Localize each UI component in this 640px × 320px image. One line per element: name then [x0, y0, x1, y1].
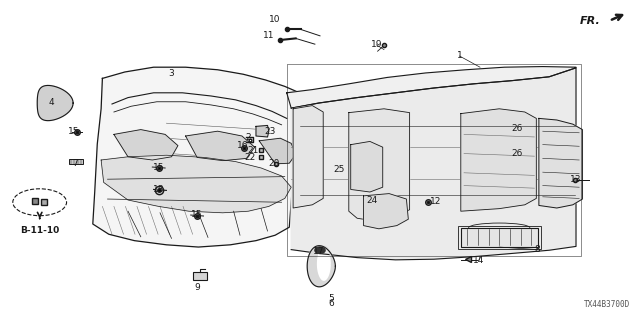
Text: 17: 17 [313, 247, 324, 256]
Text: TX44B3700D: TX44B3700D [584, 300, 630, 309]
Polygon shape [539, 118, 582, 208]
Polygon shape [291, 68, 576, 260]
Text: 22: 22 [244, 153, 255, 162]
Bar [193, 272, 207, 280]
Bar [461, 228, 538, 247]
Polygon shape [461, 109, 536, 211]
Polygon shape [351, 141, 383, 192]
Polygon shape [287, 67, 576, 108]
Text: 24: 24 [367, 196, 378, 205]
Text: 10: 10 [269, 15, 281, 24]
Bar [69, 159, 83, 164]
Polygon shape [37, 85, 73, 121]
Text: 6: 6 [329, 299, 334, 308]
Text: 26: 26 [511, 124, 523, 133]
Polygon shape [315, 247, 325, 253]
Text: 14: 14 [473, 256, 484, 265]
Text: 11: 11 [263, 31, 275, 40]
Text: 18: 18 [153, 185, 164, 194]
Polygon shape [349, 109, 410, 221]
Polygon shape [259, 138, 296, 164]
Text: 3: 3 [169, 69, 174, 78]
Text: 15: 15 [68, 127, 79, 136]
Text: FR.: FR. [580, 16, 600, 26]
Polygon shape [293, 106, 323, 208]
Text: 2: 2 [246, 133, 251, 142]
Text: 15: 15 [153, 163, 164, 172]
Text: 9: 9 [195, 284, 200, 292]
Polygon shape [307, 246, 335, 287]
Bar [458, 226, 541, 249]
Text: 15: 15 [191, 210, 203, 219]
Polygon shape [101, 155, 291, 213]
Text: 21: 21 [247, 146, 259, 155]
Text: B-11-10: B-11-10 [20, 226, 60, 235]
Text: 25: 25 [333, 165, 345, 174]
Polygon shape [186, 131, 255, 161]
Text: 26: 26 [511, 149, 523, 158]
Text: 23: 23 [264, 127, 276, 136]
Text: 4: 4 [49, 98, 54, 107]
Polygon shape [256, 125, 269, 137]
Text: 20: 20 [268, 159, 280, 168]
Text: 19: 19 [371, 40, 382, 49]
Polygon shape [364, 194, 408, 229]
Polygon shape [93, 67, 300, 247]
Text: 8: 8 [535, 245, 540, 254]
Text: 16: 16 [237, 141, 249, 150]
Text: 7: 7 [73, 159, 78, 168]
Polygon shape [114, 130, 178, 160]
Text: 13: 13 [570, 175, 582, 184]
Text: 12: 12 [429, 197, 441, 206]
Text: 5: 5 [329, 294, 334, 303]
Text: 1: 1 [457, 52, 462, 60]
